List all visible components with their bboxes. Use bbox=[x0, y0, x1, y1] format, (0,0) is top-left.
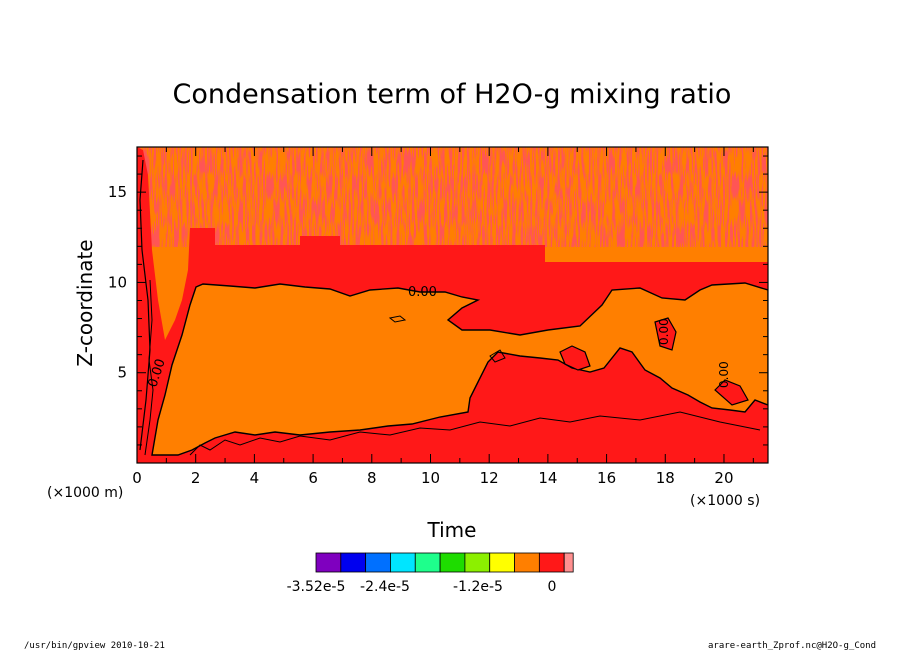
colorbar-swatch bbox=[563, 552, 574, 573]
contour-mid-1 bbox=[489, 349, 506, 363]
region-red-patch-1 bbox=[559, 345, 591, 371]
colorbar-swatch bbox=[489, 552, 515, 573]
colorbar-label: -2.4e-5 bbox=[360, 579, 410, 595]
contour-bottom-noise bbox=[189, 411, 761, 456]
colorbar-label: -3.52e-5 bbox=[287, 579, 346, 595]
x-tick-label: 12 bbox=[480, 469, 499, 487]
colorbar bbox=[315, 552, 574, 573]
plot-frame bbox=[136, 146, 769, 464]
contour-left-2 bbox=[144, 279, 154, 456]
y-axis-unit: (×1000 m) bbox=[47, 485, 123, 501]
x-tick-labels: 0 2 4 6 8 10 12 14 16 18 20 bbox=[132, 469, 733, 487]
x-tick-label: 14 bbox=[538, 469, 557, 487]
footer-right: arare-earth_Zprof.nc@H2O-g_Cond bbox=[708, 641, 876, 651]
x-tick-label: 6 bbox=[308, 469, 318, 487]
x-tick-label: 8 bbox=[367, 469, 377, 487]
colorbar-swatch bbox=[514, 552, 540, 573]
plot-area: 0.00 0.00 0.00 0.00 bbox=[137, 147, 768, 463]
x-tick-label: 16 bbox=[597, 469, 616, 487]
colorbar-swatch bbox=[464, 552, 491, 573]
contour-label-right-1: 0.00 bbox=[657, 318, 671, 345]
y-axis-label: Z-coordinate bbox=[73, 239, 97, 366]
x-axis-label: Time bbox=[427, 518, 477, 542]
contour-label-right-2: 0.00 bbox=[717, 361, 731, 388]
region-upper-noise bbox=[137, 147, 768, 247]
y-tick-label: 5 bbox=[117, 364, 127, 382]
colorbar-swatch bbox=[439, 552, 466, 573]
x-tick-label: 10 bbox=[421, 469, 440, 487]
axis-ticks bbox=[136, 147, 768, 463]
colorbar-swatch bbox=[365, 552, 391, 573]
contour-left-1 bbox=[139, 159, 151, 451]
colorbar-label: 0 bbox=[548, 579, 557, 595]
colorbar-swatch bbox=[414, 552, 441, 573]
colorbar-swatch bbox=[390, 552, 416, 573]
colorbar-labels: -3.52e-5 -2.4e-5 -1.2e-5 0 bbox=[287, 579, 557, 595]
y-tick-labels: 5 10 15 bbox=[108, 183, 127, 382]
x-tick-label: 18 bbox=[656, 469, 675, 487]
region-red-patch-3 bbox=[654, 317, 677, 351]
footer-left: /usr/bin/gpview 2010-10-21 bbox=[24, 641, 165, 651]
chart-title: Condensation term of H2O-g mixing ratio bbox=[173, 79, 732, 110]
x-axis-unit: (×1000 s) bbox=[690, 493, 760, 509]
contour-label-mid: 0.00 bbox=[408, 285, 437, 300]
contour-mid-2 bbox=[388, 315, 407, 323]
x-tick-label: 4 bbox=[250, 469, 260, 487]
colorbar-swatch bbox=[340, 552, 367, 573]
x-tick-label: 0 bbox=[132, 469, 142, 487]
y-tick-label: 15 bbox=[108, 183, 127, 201]
region-red-patch-2 bbox=[714, 379, 749, 406]
colorbar-swatch bbox=[538, 552, 565, 573]
x-tick-label: 2 bbox=[191, 469, 201, 487]
colorbar-swatch bbox=[315, 552, 342, 573]
y-tick-label: 10 bbox=[108, 273, 127, 291]
region-lower-orange bbox=[151, 282, 768, 456]
colorbar-label: -1.2e-5 bbox=[453, 579, 503, 595]
x-tick-label: 20 bbox=[714, 469, 733, 487]
